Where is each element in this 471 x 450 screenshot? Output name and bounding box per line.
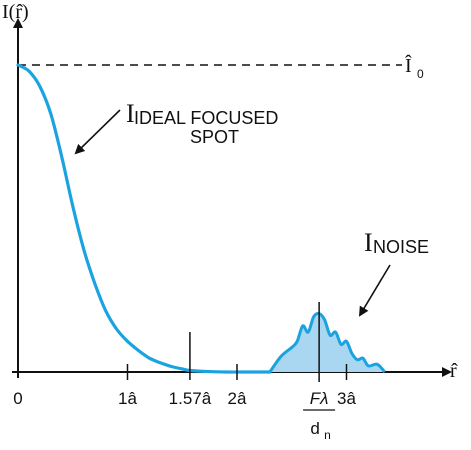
ideal-spot-label-main: I (126, 99, 135, 128)
noise-arrow (358, 264, 391, 317)
ideal-spot-label-line1: IDEAL FOCUSED (134, 108, 278, 128)
x-axis-symbol: r̂ (450, 360, 458, 382)
noise-label: I NOISE (364, 228, 429, 257)
ideal-spot-curve (16, 63, 272, 374)
x-tick-label: 3â (337, 389, 356, 408)
x-tick-label: 1â (118, 389, 137, 408)
noise-label-sub: NOISE (373, 237, 429, 257)
x-tick-label: 2â (228, 389, 247, 408)
reference-level-label: Î 0 (405, 54, 424, 81)
x-tick-label: 1.57â (169, 389, 212, 408)
ideal-spot-label: I IDEAL FOCUSED SPOT (126, 99, 278, 147)
reference-level-main: Î (405, 54, 412, 77)
noise-label-main: I (364, 228, 373, 257)
noise-fill (269, 313, 385, 372)
x-tick-label-denominator: d (310, 419, 319, 438)
x-tick-label-denominator-sub: n (324, 428, 331, 442)
x-tick-label-numerator: Fλ (310, 389, 329, 408)
y-axis-symbol: I(r̂) (2, 1, 29, 23)
noise-curve (268, 312, 386, 374)
ideal-spot-label-line2: SPOT (190, 127, 239, 147)
x-tick-label: 0 (13, 389, 22, 408)
series (16, 63, 386, 374)
ideal-spot-arrow (74, 109, 121, 155)
annotations (74, 109, 391, 317)
ticks: 0 1â 1.57â 2â Fλ d n 3â (13, 302, 356, 442)
axes (12, 18, 452, 378)
reference-level-sub: 0 (417, 67, 424, 81)
